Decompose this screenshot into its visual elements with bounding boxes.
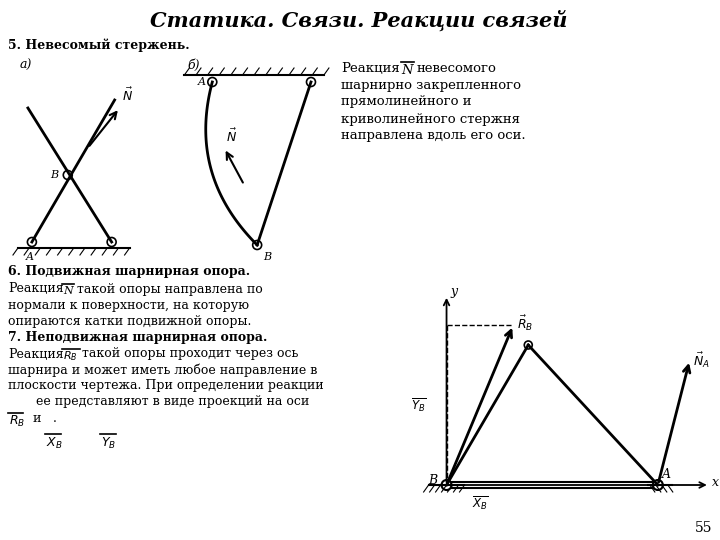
Text: б): б) [187,58,200,71]
Text: A: A [26,252,34,262]
Text: y: y [451,286,458,299]
Text: криволинейного стержня: криволинейного стержня [341,112,520,125]
Text: ее представляют в виде проекций на оси: ее представляют в виде проекций на оси [36,395,309,408]
Text: N: N [402,64,413,77]
Text: а): а) [20,58,32,71]
Text: x: x [711,476,719,489]
Text: такой опоры направлена по: такой опоры направлена по [77,282,263,295]
Text: A: A [198,77,207,87]
Text: такой опоры проходит через ось: такой опоры проходит через ось [82,348,298,361]
Text: невесомого: невесомого [417,62,497,75]
Text: Реакция: Реакция [341,62,400,75]
Text: B: B [50,170,58,180]
Text: 7. Неподвижная шарнирная опора.: 7. Неподвижная шарнирная опора. [8,332,267,345]
Text: нормали к поверхности, на которую: нормали к поверхности, на которую [8,299,249,312]
Text: $\vec{R}_B$: $\vec{R}_B$ [517,313,534,333]
Text: Статика. Связи. Реакции связей: Статика. Связи. Реакции связей [150,9,567,31]
Text: $\vec{N}$: $\vec{N}$ [226,128,238,145]
Text: .: . [53,413,57,426]
Text: опираются катки подвижной опоры.: опираются катки подвижной опоры. [8,314,251,327]
Text: $\vec{N}$: $\vec{N}$ [122,87,132,104]
Text: и: и [33,413,41,426]
Text: направлена вдоль его оси.: направлена вдоль его оси. [341,130,526,143]
Text: $R_B$: $R_B$ [9,414,25,429]
Text: $\vec{N}_A$: $\vec{N}_A$ [693,350,710,370]
Text: 5. Невесомый стержень.: 5. Невесомый стержень. [8,38,189,52]
Text: $Y_B$: $Y_B$ [101,435,116,450]
Text: 55: 55 [695,521,713,535]
Text: B: B [263,252,271,262]
Text: $\overline{Y_B}$: $\overline{Y_B}$ [411,396,426,414]
Text: $X_B$: $X_B$ [46,435,63,450]
Text: $\overline{X_B}$: $\overline{X_B}$ [472,494,488,512]
Text: шарнирно закрепленного: шарнирно закрепленного [341,78,521,91]
Text: плоскости чертежа. При определении реакции: плоскости чертежа. При определении реакц… [8,380,323,393]
Text: прямолинейного и: прямолинейного и [341,96,472,109]
Text: $R_B$: $R_B$ [63,349,77,363]
Text: Реакция: Реакция [8,282,63,295]
Text: Реакция: Реакция [8,348,63,361]
Text: A: A [662,469,671,482]
Text: N: N [63,286,73,296]
Text: B: B [428,474,437,487]
Text: шарнира и может иметь любое направление в: шарнира и может иметь любое направление … [8,363,318,377]
Text: 6. Подвижная шарнирная опора.: 6. Подвижная шарнирная опора. [8,266,250,279]
